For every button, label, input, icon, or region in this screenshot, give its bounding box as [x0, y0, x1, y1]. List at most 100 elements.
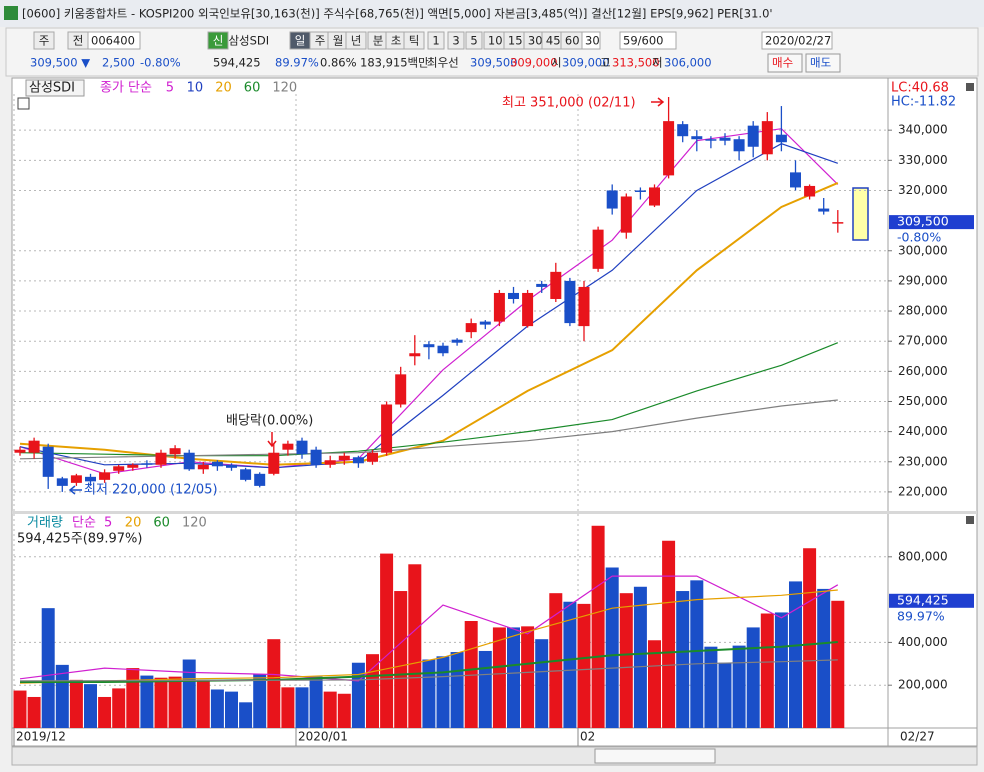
legend-entry: 10: [187, 81, 204, 96]
volume-bar: [760, 613, 774, 728]
toolbar-text[interactable]: 60: [565, 34, 580, 48]
volume-bar: [366, 654, 379, 728]
quote-text: 0.86%: [320, 56, 357, 70]
scroll-controls[interactable]: [594, 748, 716, 764]
toolbar-button[interactable]: [403, 31, 425, 50]
candle-body: [183, 452, 195, 470]
y-tick-label: 330,000: [898, 153, 948, 167]
toolbar-text[interactable]: 5: [470, 34, 477, 48]
y-tick-label: 240,000: [898, 424, 948, 438]
toolbar-text[interactable]: 일: [295, 34, 306, 48]
trade-button-text[interactable]: 매도: [810, 56, 831, 70]
toolbar-text[interactable]: 1: [432, 34, 439, 48]
y-tick-label: 200,000: [898, 678, 948, 692]
volume-bar: [351, 662, 365, 728]
ma-line: [19, 575, 839, 682]
toolbar-button[interactable]: [33, 31, 55, 50]
toolbar-button[interactable]: [761, 31, 833, 50]
candle-body: [592, 229, 604, 269]
toolbar-text[interactable]: 45: [546, 34, 561, 48]
toolbar-text[interactable]: 월: [333, 34, 344, 48]
panel-close[interactable]: [966, 516, 974, 524]
candle-body: [451, 339, 463, 343]
toolbar-text[interactable]: 3: [452, 34, 459, 48]
quote-text: 309,000: [510, 56, 558, 70]
toolbar-text[interactable]: 초: [391, 34, 402, 48]
volume-bar: [831, 600, 845, 728]
candle-body: [479, 321, 491, 325]
grid-icon: [17, 97, 30, 110]
quote-text: 309,500 ▼: [30, 56, 90, 70]
toolbar-button[interactable]: [87, 31, 141, 50]
toolbar-text[interactable]: 59/600: [623, 34, 663, 48]
candle-body: [56, 478, 68, 486]
candle-body: [649, 187, 660, 206]
toolbar-text[interactable]: 년: [351, 34, 362, 48]
toolbar-text[interactable]: 30: [585, 34, 600, 48]
toolbar-text[interactable]: 틱: [409, 34, 420, 48]
volume-bar: [239, 702, 253, 728]
toolbar-text[interactable]: 10: [488, 34, 503, 48]
candle-body: [268, 452, 280, 474]
volume-bar: [27, 696, 41, 728]
candle-body: [818, 208, 830, 212]
volume-bar: [507, 627, 520, 728]
quote-text: 183,915백만: [360, 56, 429, 70]
toolbar-text[interactable]: 15: [508, 34, 523, 48]
toolbar-button[interactable]: [345, 31, 367, 50]
high-arrow: [651, 97, 665, 107]
toolbar-text[interactable]: 전: [73, 34, 84, 48]
volume-bar: [591, 525, 605, 728]
toolbar-text[interactable]: 30: [528, 34, 543, 48]
volume-bar: [774, 612, 788, 728]
stock-label: 삼성SDI: [29, 81, 75, 96]
candle-body: [578, 286, 590, 327]
title-bar: [0, 0, 984, 27]
toolbar-text[interactable]: 신: [213, 34, 224, 48]
volume-bar: [140, 675, 154, 728]
toolbar-button[interactable]: [447, 31, 465, 50]
trade-button[interactable]: [805, 53, 841, 73]
toolbar-button[interactable]: [465, 31, 483, 50]
quote-text: 594,425: [213, 56, 261, 70]
volume-bar: [704, 646, 718, 728]
volume-bar: [196, 679, 210, 728]
candle-body: [42, 446, 54, 477]
volume-bar: [98, 696, 112, 728]
quote-text: 306,000: [664, 56, 712, 70]
volume-bar: [84, 684, 97, 728]
scroll-bar[interactable]: [11, 746, 978, 766]
window-title: [0600] 키움종합차트 - KOSPI200 외국인보유[30,163(천)…: [22, 7, 773, 21]
volume-bar: [13, 690, 27, 728]
candle-body: [324, 460, 336, 465]
toolbar-button[interactable]: [207, 31, 229, 50]
quote-text: 313,500: [612, 56, 660, 70]
candle-body: [634, 190, 646, 192]
quote-text: 최우선: [427, 56, 459, 70]
candle-body: [691, 136, 703, 140]
y-tick-label: 300,000: [898, 243, 948, 257]
candle-body: [832, 222, 844, 224]
candle-body: [155, 452, 167, 465]
legend-entry: 60: [153, 516, 170, 531]
candle-body: [719, 137, 731, 141]
app-icon: [4, 6, 18, 20]
toolbar-button[interactable]: [427, 31, 445, 50]
panel-close[interactable]: [966, 83, 974, 91]
volume-bar: [746, 627, 760, 728]
toolbar-text[interactable]: 주: [315, 34, 326, 48]
toolbar-button[interactable]: [619, 31, 677, 50]
candle-body: [465, 323, 477, 333]
toolbar-text[interactable]: 분: [373, 34, 384, 48]
toolbar-text[interactable]: 2020/02/27: [765, 34, 831, 48]
toolbar-button[interactable]: [581, 31, 601, 50]
quote-text: 309,000: [562, 56, 610, 70]
trade-button-text[interactable]: 매수: [772, 56, 793, 70]
last-change-label: -0.80%: [897, 230, 941, 245]
trade-button[interactable]: [767, 53, 803, 73]
toolbar-text[interactable]: 006400: [91, 34, 135, 48]
candle-body: [28, 440, 40, 453]
volume-legend-label: 거래량: [27, 516, 63, 531]
toolbar-text[interactable]: 주: [39, 34, 50, 48]
candle-body: [606, 190, 618, 209]
